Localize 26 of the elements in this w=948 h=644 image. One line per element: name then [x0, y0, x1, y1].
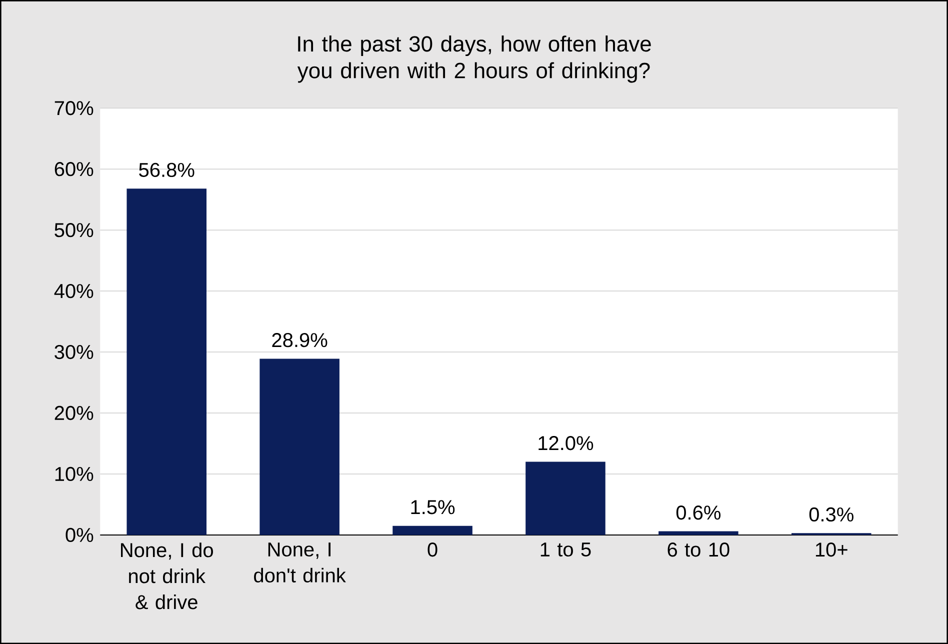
y-tick-label: 20% — [54, 406, 94, 420]
y-tick-label: 70% — [54, 100, 94, 116]
x-tick-label: 6 to 10 — [668, 542, 730, 557]
x-tick-label: 10+ — [816, 542, 848, 557]
y-tick-label: 10% — [55, 466, 94, 482]
chart-title: In the past 30 days, how often have you driven with 2 hours of drinking? — [297, 36, 651, 83]
x-tick-label: 0 — [428, 542, 438, 557]
bar — [126, 188, 206, 535]
data-label: 28.9% — [272, 332, 328, 348]
bar — [658, 531, 738, 535]
data-label: 0.6% — [676, 506, 720, 520]
y-tick-label: 50% — [54, 222, 94, 238]
x-tick-label: None, I do not drink & drive — [121, 542, 213, 610]
y-tick-label: 60% — [54, 162, 94, 176]
bar — [260, 358, 340, 535]
data-label: 56.8% — [139, 162, 194, 177]
data-label: 1.5% — [411, 500, 455, 514]
y-tick-label: 0% — [66, 528, 94, 542]
y-tick-label: 40% — [54, 284, 94, 298]
bar — [392, 526, 472, 535]
data-label: 0.3% — [809, 507, 854, 522]
y-tick-label: 30% — [54, 344, 94, 360]
x-tick-label: 1 to 5 — [540, 542, 591, 556]
data-label: 12.0% — [538, 436, 594, 450]
x-tick-label: None, I don't drink — [254, 542, 346, 582]
bar — [526, 462, 606, 535]
